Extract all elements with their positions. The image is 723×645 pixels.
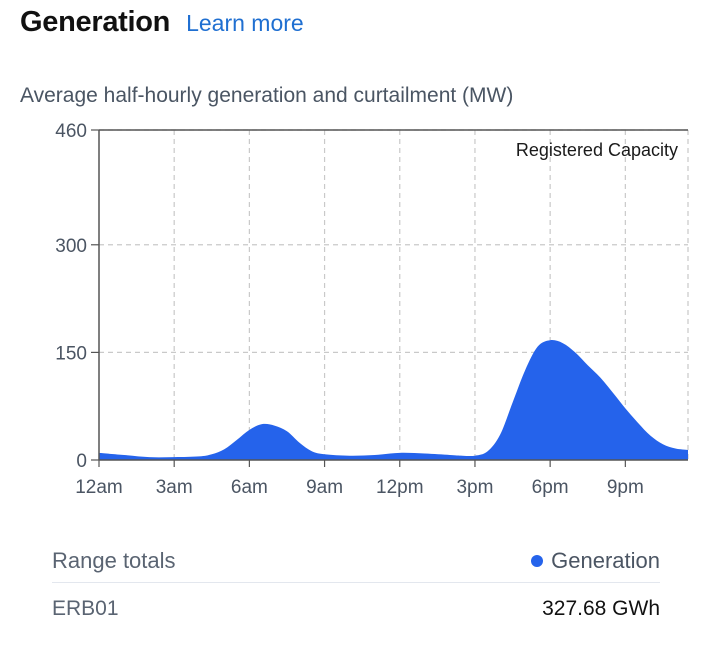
y-tick-label: 150 bbox=[55, 343, 87, 364]
x-tick-label: 9pm bbox=[607, 477, 644, 498]
x-tick-label: 3pm bbox=[456, 477, 493, 498]
section-header: Generation Learn more bbox=[20, 6, 304, 39]
range-totals-header: Range totals Generation bbox=[52, 540, 660, 583]
section-title: Generation bbox=[20, 6, 171, 38]
y-tick-label: 460 bbox=[55, 121, 87, 142]
chart-labels: 0 150 300 460 12am 3am 6am 9am 12pm 3pm 6pm 9pm Regi… bbox=[55, 121, 678, 498]
range-totals-heading: Range totals bbox=[52, 548, 176, 573]
chart-grid bbox=[99, 129, 689, 460]
table-row: ERB01 327.68 GWh bbox=[52, 583, 660, 635]
y-tick-label: 300 bbox=[55, 236, 87, 257]
chart-axes bbox=[91, 129, 688, 467]
row-name: ERB01 bbox=[52, 597, 119, 620]
range-totals-table: Range totals Generation ERB01 327.68 GWh bbox=[52, 540, 660, 635]
chart-series-layer bbox=[99, 340, 688, 460]
x-tick-label: 6pm bbox=[532, 477, 569, 498]
x-tick-label: 3am bbox=[156, 477, 193, 498]
x-tick-label: 6am bbox=[231, 477, 268, 498]
y-tick-label: 0 bbox=[76, 451, 87, 472]
series-generation-area bbox=[99, 340, 688, 460]
chart-title: Average half-hourly generation and curta… bbox=[20, 84, 514, 107]
x-tick-label: 12pm bbox=[376, 477, 424, 498]
registered-capacity-label: Registered Capacity bbox=[516, 140, 678, 160]
x-tick-label: 9am bbox=[306, 477, 343, 498]
legend-dot-icon bbox=[531, 555, 544, 567]
legend-generation[interactable]: Generation bbox=[531, 548, 660, 574]
generation-area-chart: 0 150 300 460 12am 3am 6am 9am 12pm 3pm 6pm 9pm Regi… bbox=[55, 121, 689, 498]
x-tick-label: 12am bbox=[75, 477, 123, 498]
legend-label: Generation bbox=[551, 548, 660, 573]
row-value: 327.68 GWh bbox=[542, 597, 660, 620]
learn-more-link[interactable]: Learn more bbox=[186, 10, 304, 36]
